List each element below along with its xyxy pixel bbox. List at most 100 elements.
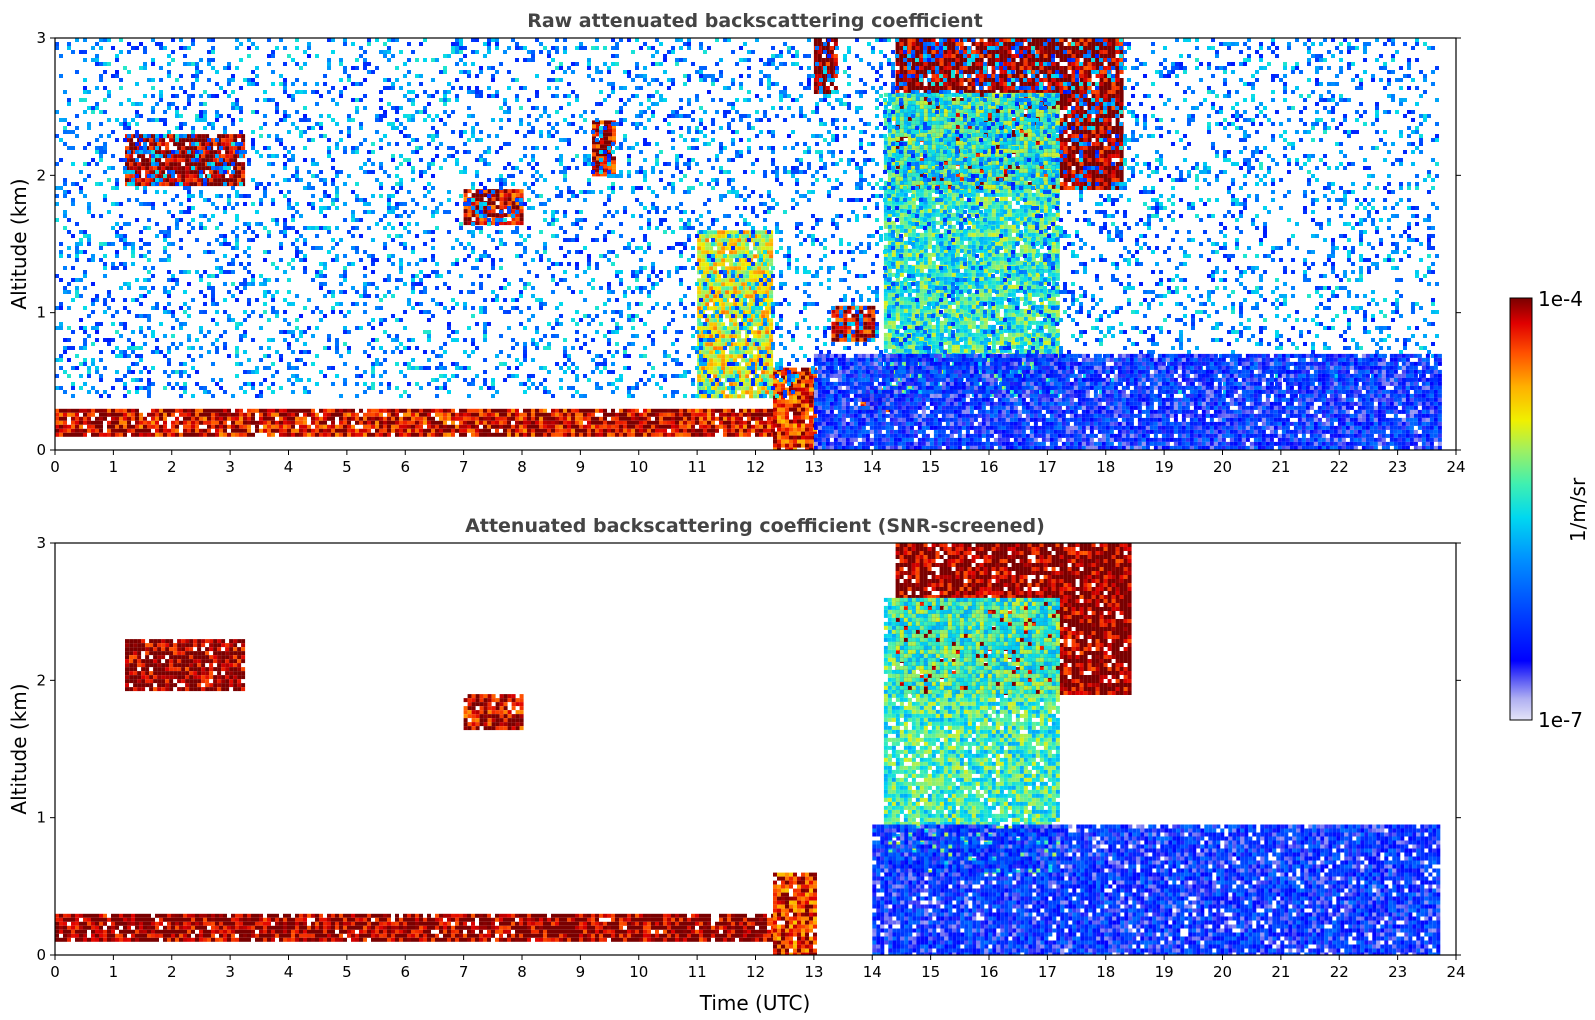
heatmap-cell — [1099, 166, 1104, 170]
heatmap-cell — [903, 70, 908, 74]
heatmap-cell — [713, 294, 718, 299]
heatmap-cell — [233, 170, 238, 175]
heatmap-cell — [463, 221, 468, 226]
heatmap-cell — [663, 412, 667, 417]
heatmap-cell — [883, 244, 888, 249]
heatmap-cell — [71, 412, 75, 417]
heatmap-cell — [211, 432, 215, 437]
heatmap-cell — [769, 282, 774, 287]
heatmap-cell — [883, 288, 888, 293]
heatmap-cell — [709, 326, 714, 331]
heatmap-cell — [703, 424, 707, 429]
heatmap-cell — [667, 408, 671, 413]
heatmap-cell — [1087, 162, 1092, 166]
heatmap-cell — [595, 428, 599, 433]
heatmap-cell — [1071, 158, 1076, 162]
heatmap-cell — [323, 412, 327, 417]
heatmap-cell — [769, 290, 774, 295]
heatmap-cell — [347, 412, 351, 417]
heatmap-cell — [173, 154, 178, 159]
heatmap-cell — [515, 412, 519, 417]
heatmap-cell — [955, 66, 960, 70]
heatmap-cell — [839, 325, 844, 330]
heatmap-cell — [687, 408, 691, 413]
heatmap-cell — [1019, 90, 1024, 94]
heatmap-cell — [229, 150, 234, 155]
heatmap-cell — [1075, 162, 1080, 166]
heatmap-cell — [177, 158, 182, 163]
heatmap-cell — [149, 166, 154, 171]
heatmap-cell — [763, 432, 767, 437]
heatmap-cell — [801, 439, 805, 444]
heatmap-cell — [789, 399, 793, 404]
heatmap-cell — [757, 342, 762, 347]
heatmap-cell — [295, 420, 299, 425]
heatmap-cell — [1099, 150, 1104, 154]
heatmap-cell — [383, 432, 387, 437]
heatmap-cell — [571, 416, 575, 421]
heatmap-cell — [343, 416, 347, 421]
heatmap-cell — [847, 317, 852, 322]
heatmap-cell — [687, 432, 691, 437]
heatmap-cell — [263, 408, 267, 413]
heatmap-cell — [1107, 178, 1112, 182]
heatmap-cell — [241, 134, 246, 139]
heatmap-cell — [531, 412, 535, 417]
heatmap-cell — [612, 164, 616, 169]
heatmap-cell — [1071, 94, 1076, 98]
heatmap-cell — [1059, 138, 1064, 142]
heatmap-cell — [59, 420, 63, 425]
heatmap-cell — [291, 416, 295, 421]
heatmap-cell — [127, 428, 131, 433]
heatmap-cell — [95, 408, 99, 413]
heatmap-cell — [303, 432, 307, 437]
heatmap-cell — [725, 306, 730, 311]
heatmap-cell — [351, 428, 355, 433]
heatmap-cell — [813, 82, 818, 86]
heatmap-cell — [627, 432, 631, 437]
heatmap-cell — [331, 416, 335, 421]
heatmap-cell — [555, 412, 559, 417]
heatmap-cell — [275, 428, 279, 433]
heatmap-cell — [607, 428, 611, 433]
heatmap-cell — [651, 424, 655, 429]
heatmap-cell — [1083, 122, 1088, 126]
heatmap-cell — [725, 278, 730, 283]
heatmap-cell — [717, 274, 722, 279]
heatmap-cell — [511, 217, 516, 222]
heatmap-cell — [267, 408, 271, 413]
heatmap-cell — [371, 412, 375, 417]
heatmap-cell — [1091, 66, 1096, 70]
heatmap-cell — [895, 146, 900, 150]
heatmap-cell — [229, 154, 234, 159]
heatmap-cell — [805, 427, 809, 432]
heatmap-cell — [805, 375, 809, 380]
heatmap-cell — [979, 50, 984, 54]
heatmap-cell — [1023, 90, 1028, 94]
heatmap-cell — [1095, 74, 1100, 78]
heatmap-cell — [1115, 90, 1120, 94]
heatmap-cell — [175, 432, 179, 437]
heatmap-cell — [83, 412, 87, 417]
heatmap-cell — [939, 78, 944, 82]
heatmap-cell — [1083, 146, 1088, 150]
heatmap-cell — [163, 412, 167, 417]
heatmap-cell — [435, 432, 439, 437]
heatmap-cell — [707, 408, 711, 413]
heatmap-cell — [735, 412, 739, 417]
heatmap-cell — [763, 408, 767, 413]
heatmap-cell — [359, 408, 363, 413]
heatmap-cell — [835, 313, 840, 318]
heatmap-cell — [243, 428, 247, 433]
heatmap-cell — [1095, 178, 1100, 182]
heatmap-cell — [883, 156, 888, 161]
heatmap-cell — [237, 134, 242, 139]
heatmap-cell — [725, 282, 730, 287]
heatmap-cell — [713, 298, 718, 303]
heatmap-cell — [59, 428, 63, 433]
heatmap-cell — [483, 416, 487, 421]
heatmap-cell — [343, 428, 347, 433]
heatmap-cell — [759, 428, 763, 433]
heatmap-cell — [115, 412, 119, 417]
heatmap-cell — [777, 427, 781, 432]
